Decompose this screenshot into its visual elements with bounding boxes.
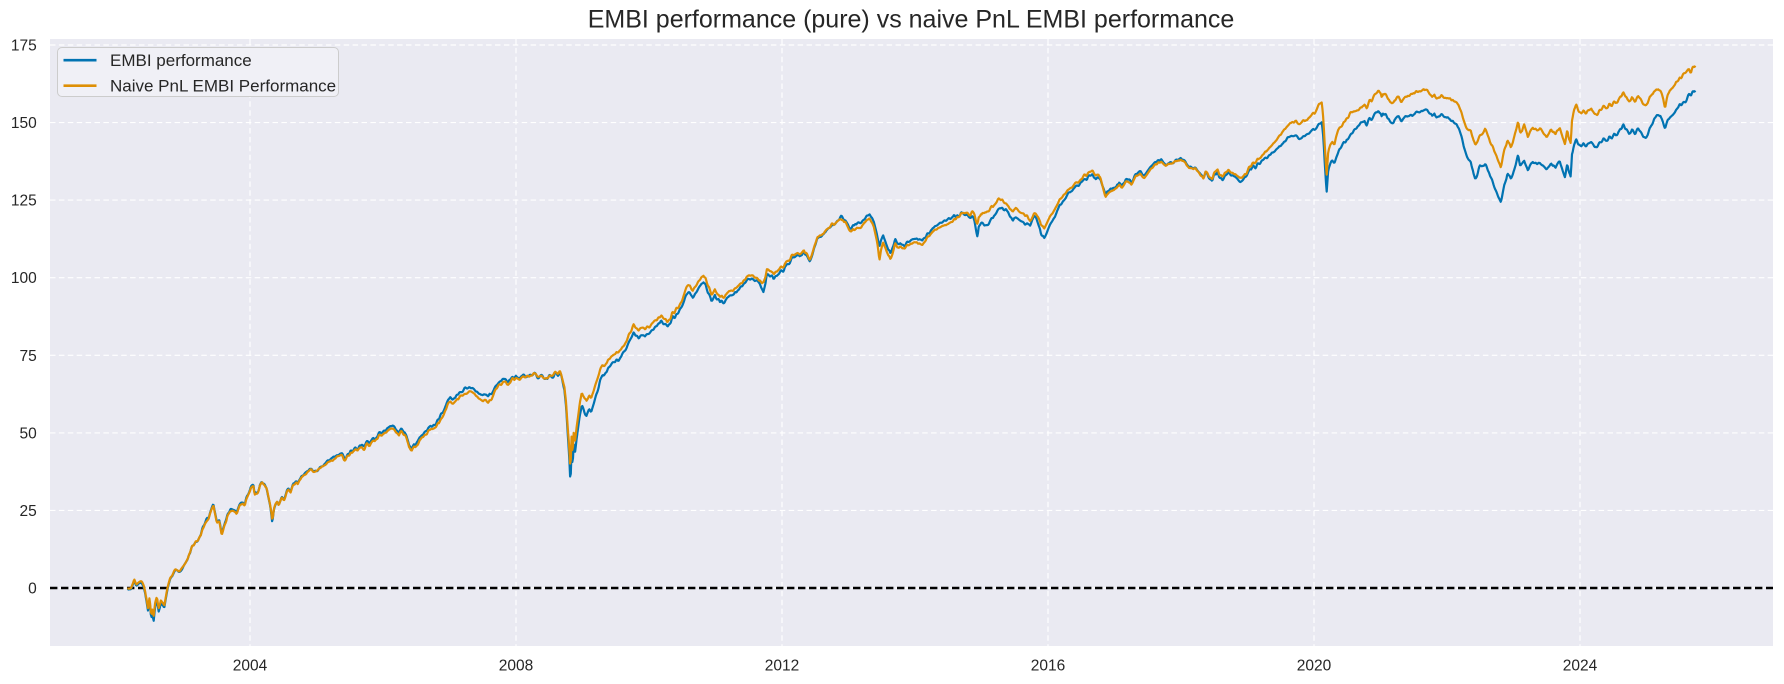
svg-text:175: 175	[11, 38, 37, 55]
svg-text:100: 100	[11, 270, 37, 287]
svg-text:2024: 2024	[1563, 658, 1598, 675]
svg-text:EMBI performance: EMBI performance	[110, 51, 252, 70]
svg-text:150: 150	[11, 115, 37, 132]
svg-text:50: 50	[20, 425, 38, 442]
svg-text:0: 0	[28, 581, 37, 598]
svg-text:Naive PnL EMBI Performance: Naive PnL EMBI Performance	[110, 77, 336, 96]
svg-text:2020: 2020	[1297, 658, 1332, 675]
svg-text:2004: 2004	[233, 658, 268, 675]
svg-text:2016: 2016	[1031, 658, 1065, 675]
svg-text:125: 125	[11, 193, 37, 210]
svg-text:25: 25	[20, 503, 37, 520]
svg-text:2012: 2012	[765, 658, 799, 675]
svg-text:2008: 2008	[499, 658, 533, 675]
svg-text:75: 75	[20, 348, 37, 365]
svg-text:EMBI performance (pure) vs nai: EMBI performance (pure) vs naive PnL EMB…	[588, 6, 1235, 34]
